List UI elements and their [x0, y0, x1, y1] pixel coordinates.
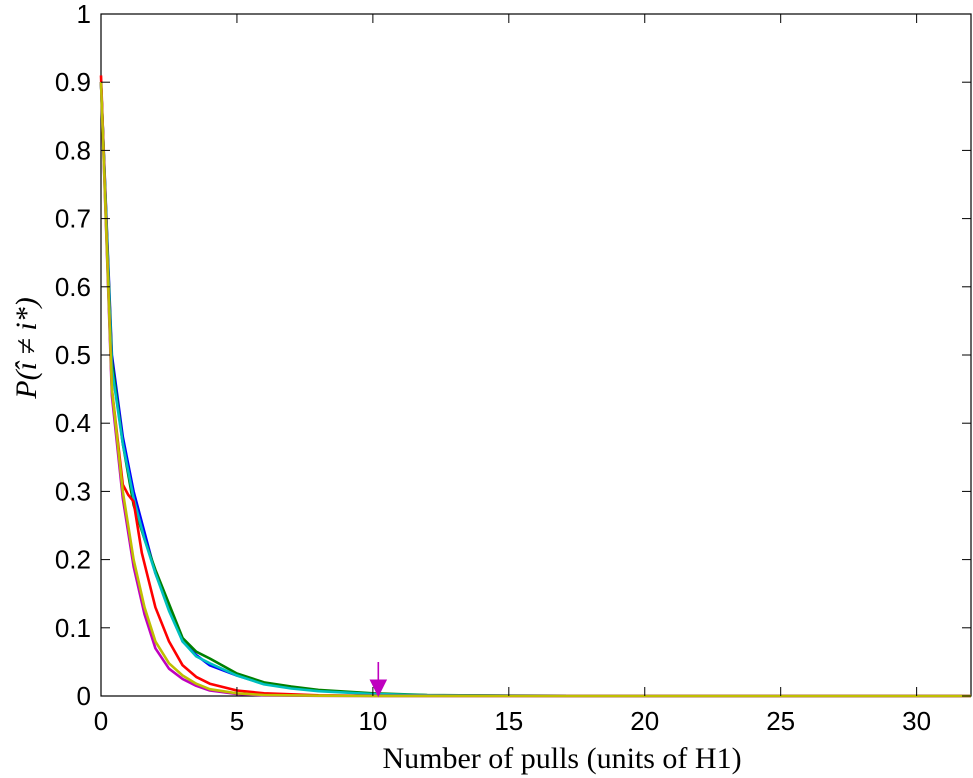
plot-frame	[100, 13, 972, 697]
series-line-2	[99, 82, 971, 698]
series-line-6	[99, 82, 971, 698]
series-line-4	[99, 75, 971, 698]
x-axis: 0 5 10 15 20 25 30	[94, 14, 931, 736]
y-axis: 0 0.1 0.2 0.3 0.4 0.5 0.6 0.7 0.8 0.9 1	[55, 0, 971, 711]
y-tick-label: 0.4	[55, 408, 91, 438]
x-axis-label: Number of pulls (units of H1)	[382, 742, 741, 775]
x-tick-label: 25	[766, 706, 795, 736]
x-tick-label: 5	[230, 706, 244, 736]
y-tick-label: 0.6	[55, 272, 91, 302]
series-line-5	[99, 82, 971, 698]
x-tick-label: 20	[630, 706, 659, 736]
plot-area	[100, 13, 972, 697]
y-tick-label: 0.2	[55, 545, 91, 575]
y-tick-label: 0.7	[55, 204, 91, 234]
y-tick-label: 0.8	[55, 135, 91, 165]
x-tick-label: 10	[358, 706, 387, 736]
y-tick-label: 1	[77, 0, 91, 29]
series-line-1	[99, 82, 971, 698]
svg-text:P(î ≠ i*): P(î ≠ i*)	[10, 297, 43, 399]
arrow-marker	[369, 662, 388, 698]
y-axis-label: P(î ≠ i*)	[10, 297, 43, 399]
y-tick-label: 0	[77, 681, 91, 711]
annotation-layer	[369, 662, 388, 698]
y-tick-label: 0.5	[55, 340, 91, 370]
x-tick-label: 15	[494, 706, 523, 736]
y-tick-label: 0.9	[55, 67, 91, 97]
y-tick-label: 0.1	[55, 613, 91, 643]
series-line-3	[99, 82, 971, 698]
x-tick-label: 30	[902, 706, 931, 736]
y-tick-label: 0.3	[55, 476, 91, 506]
series-layer	[99, 75, 971, 698]
x-tick-label: 0	[94, 706, 108, 736]
